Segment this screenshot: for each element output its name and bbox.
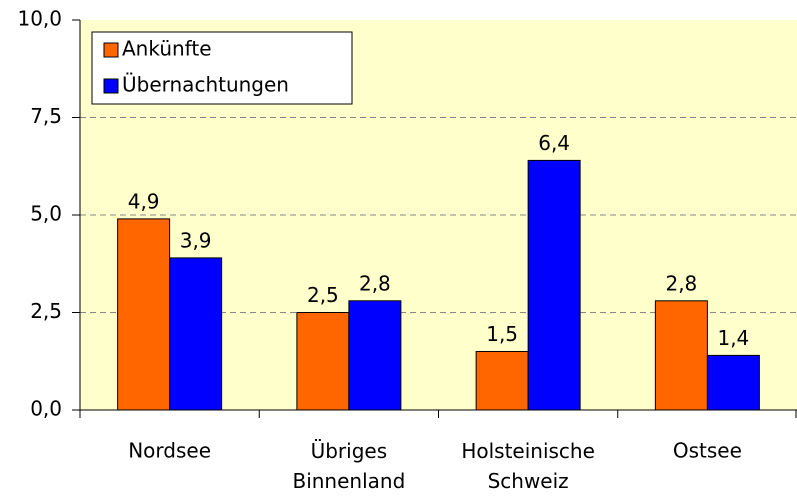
bar xyxy=(117,218,171,411)
x-tick-label: Holsteinische Schweiz xyxy=(461,439,595,493)
value-label: 2,8 xyxy=(359,271,391,295)
legend-swatch xyxy=(103,78,119,94)
x-tick-label: Übriges Binnenland xyxy=(292,439,405,493)
value-label: 2,8 xyxy=(665,271,697,295)
bar xyxy=(654,300,708,411)
x-tick-label: Nordsee xyxy=(128,439,211,463)
x-tick-label: Ostsee xyxy=(673,439,742,463)
y-tick-label: 5,0 xyxy=(30,202,62,226)
value-label: 4,9 xyxy=(128,189,160,213)
x-tick-label-line: Übriges xyxy=(311,439,388,463)
legend-box xyxy=(91,31,353,105)
value-label: 2,5 xyxy=(307,283,339,307)
y-tick-label: 2,5 xyxy=(30,299,62,323)
value-label: 1,5 xyxy=(486,322,518,346)
value-label: 3,9 xyxy=(180,228,212,252)
x-tick-label-line: Schweiz xyxy=(488,469,569,493)
bar xyxy=(706,354,760,411)
bar xyxy=(348,300,402,411)
value-label: 6,4 xyxy=(538,131,570,155)
bar xyxy=(475,351,529,411)
bar xyxy=(527,159,581,411)
legend-swatch xyxy=(103,42,119,58)
x-tick-label-line: Holsteinische xyxy=(461,439,595,463)
y-tick-label: 0,0 xyxy=(30,397,62,421)
x-tick-label-line: Binnenland xyxy=(292,469,405,493)
y-tick-label: 10,0 xyxy=(17,7,62,31)
legend-label: Übernachtungen xyxy=(122,73,289,97)
bar xyxy=(296,312,350,411)
bar xyxy=(169,257,223,411)
y-tick-label: 7,5 xyxy=(30,104,62,128)
legend-label: Ankünfte xyxy=(122,37,212,61)
value-label: 1,4 xyxy=(717,326,749,350)
